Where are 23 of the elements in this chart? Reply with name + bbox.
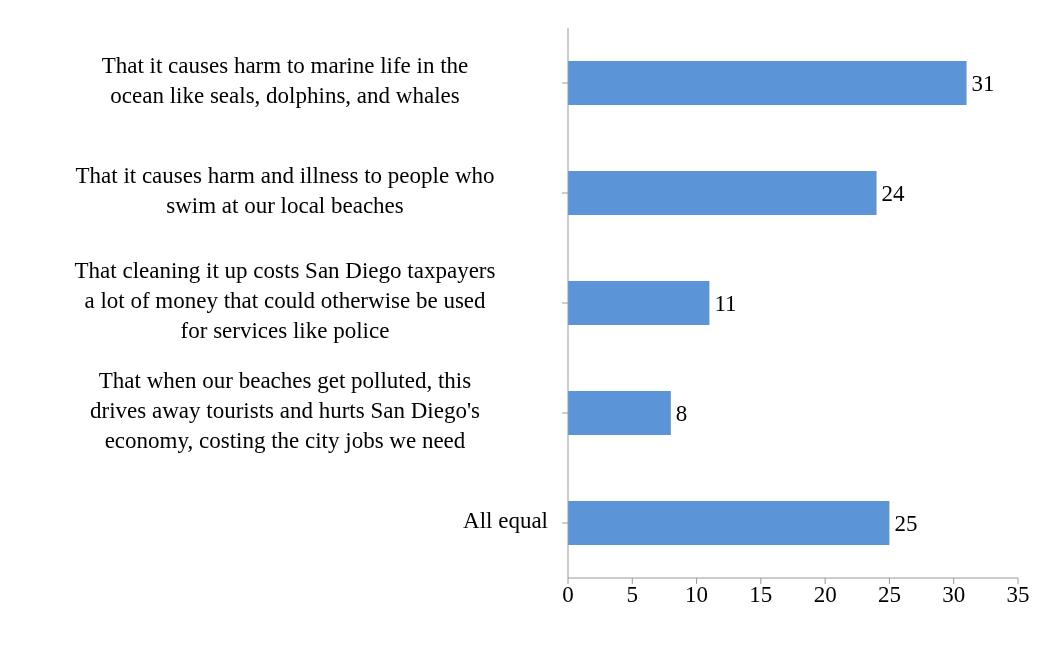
x-tick-label: 10	[685, 582, 709, 608]
x-tick-label: 25	[877, 582, 901, 608]
y-tick-label: That it causes harm and illness to people who swim at our local beaches	[75, 163, 495, 219]
y-tick-label: All equal	[463, 508, 548, 534]
x-tick-label: 15	[749, 582, 773, 608]
x-tick-label: 35	[1006, 582, 1030, 608]
bar	[568, 391, 671, 435]
bar	[568, 171, 877, 215]
data-label: 24	[881, 181, 906, 207]
y-tick-label: That cleaning it up costs San Diego taxpayers a lot of money that could otherwise be used for services like police	[74, 258, 496, 344]
x-tick-label: 20	[813, 582, 837, 608]
bar	[568, 281, 710, 325]
data-label: 25	[894, 511, 918, 537]
y-tick-label: That when our beaches get polluted, this drives away tourists and hurts San Diego's economy, costing the city jobs we need	[90, 368, 481, 454]
data-label: 31	[971, 71, 995, 97]
bar	[568, 501, 890, 545]
x-tick-label: 0	[562, 582, 574, 608]
x-tick-label: 5	[626, 582, 639, 608]
x-tick-label: 30	[942, 582, 966, 608]
y-tick-label: That it causes harm to marine life in the ocean like seals, dolphins, and whales	[101, 53, 469, 109]
data-label: 8	[675, 401, 688, 427]
data-label: 11	[714, 291, 737, 317]
bar	[568, 61, 967, 105]
